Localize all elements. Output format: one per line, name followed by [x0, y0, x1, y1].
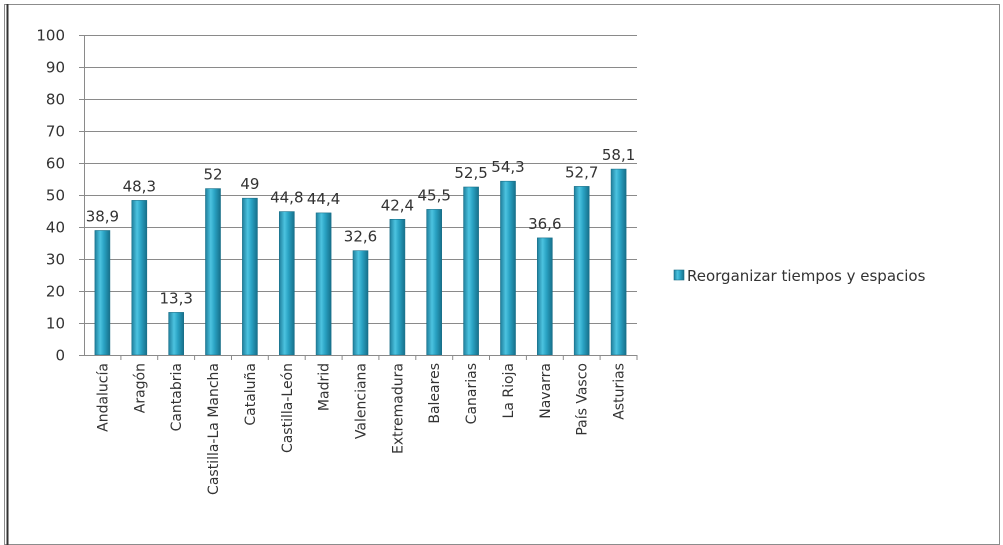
data-label-10: 45,5 — [417, 186, 450, 204]
y-tick-label: 50 — [46, 187, 65, 205]
y-tick-label: 80 — [46, 91, 65, 109]
x-tick-label: Cataluña — [243, 363, 259, 426]
data-labels: 38,948,3 13,3 52 49 44,8 44,4 32,642,445,552,5… — [86, 146, 636, 307]
x-tick-label: Asturias — [612, 363, 628, 420]
bar-14 — [573, 186, 590, 356]
x-tick-label: Baleares — [427, 363, 443, 424]
bar-10 — [426, 209, 443, 356]
x-tick-label: Extremadura — [390, 363, 406, 454]
y-tick-label: 10 — [46, 315, 65, 333]
data-label-15: 58,1 — [602, 146, 635, 164]
legend-swatch — [673, 269, 685, 281]
x-tick-label: Castilla-León — [280, 363, 296, 453]
y-axis: 0 10 20 30 40 50 60 70 80 90 100 — [36, 27, 85, 365]
bar-9 — [389, 219, 406, 356]
data-label-9: 42,4 — [381, 196, 414, 214]
data-label-2: 48,3 — [123, 177, 156, 195]
data-label-14: 52,7 — [565, 163, 598, 181]
x-tick-label: Madrid — [317, 363, 333, 411]
y-tick-label: 0 — [55, 347, 65, 365]
bar-11 — [463, 186, 479, 356]
legend-label: Reorganizar tiempos y espacios — [687, 267, 926, 285]
x-tick-label: Canarias — [464, 363, 480, 424]
y-tick-label: 60 — [46, 155, 65, 173]
data-label-5: 49 — [240, 175, 259, 193]
x-tick-label: Valenciana — [354, 363, 370, 439]
bar-3 — [168, 312, 184, 356]
x-tick-label: Navarra — [538, 363, 554, 419]
data-label-1: 38,9 — [86, 208, 119, 226]
data-label-11: 52,5 — [454, 164, 487, 182]
bar-13 — [536, 237, 553, 356]
y-tick-label: 70 — [46, 123, 65, 141]
data-label-3: 13,3 — [159, 289, 192, 307]
bar-8 — [352, 250, 369, 356]
bar-5 — [242, 197, 258, 356]
bar-1 — [94, 230, 111, 356]
data-label-4: 52 — [203, 166, 222, 184]
bar-6 — [278, 211, 295, 356]
data-label-13: 36,6 — [528, 215, 561, 233]
y-tick-label: 40 — [46, 219, 65, 237]
bar-4 — [205, 188, 221, 356]
bar-7 — [315, 212, 332, 356]
data-label-7: 44,4 — [307, 190, 340, 208]
x-tick-label: La Rioja — [501, 363, 517, 418]
data-label-12: 54,3 — [491, 158, 524, 176]
x-axis: Andalucía Aragón Cantabria Castilla-La Manc… — [84, 355, 638, 495]
bar-12 — [500, 180, 516, 356]
x-tick-label: Cantabria — [169, 363, 185, 431]
x-tick-label: Andalucía — [95, 363, 111, 432]
y-tick-label: 90 — [46, 59, 65, 77]
legend: Reorganizar tiempos y espacios — [673, 267, 926, 285]
y-tick-label: 30 — [46, 251, 65, 269]
x-tick-label: Castilla-La Mancha — [206, 363, 222, 495]
y-tick-label: 20 — [46, 283, 65, 301]
data-label-8: 32,6 — [344, 228, 377, 246]
x-tick-label: Aragón — [132, 363, 148, 413]
bars — [94, 168, 627, 356]
bar-15 — [610, 168, 627, 356]
x-tick-label: País Vasco — [575, 363, 591, 436]
bar-2 — [131, 200, 148, 356]
y-tick-label: 100 — [36, 27, 65, 45]
data-label-6: 44,8 — [270, 189, 303, 207]
